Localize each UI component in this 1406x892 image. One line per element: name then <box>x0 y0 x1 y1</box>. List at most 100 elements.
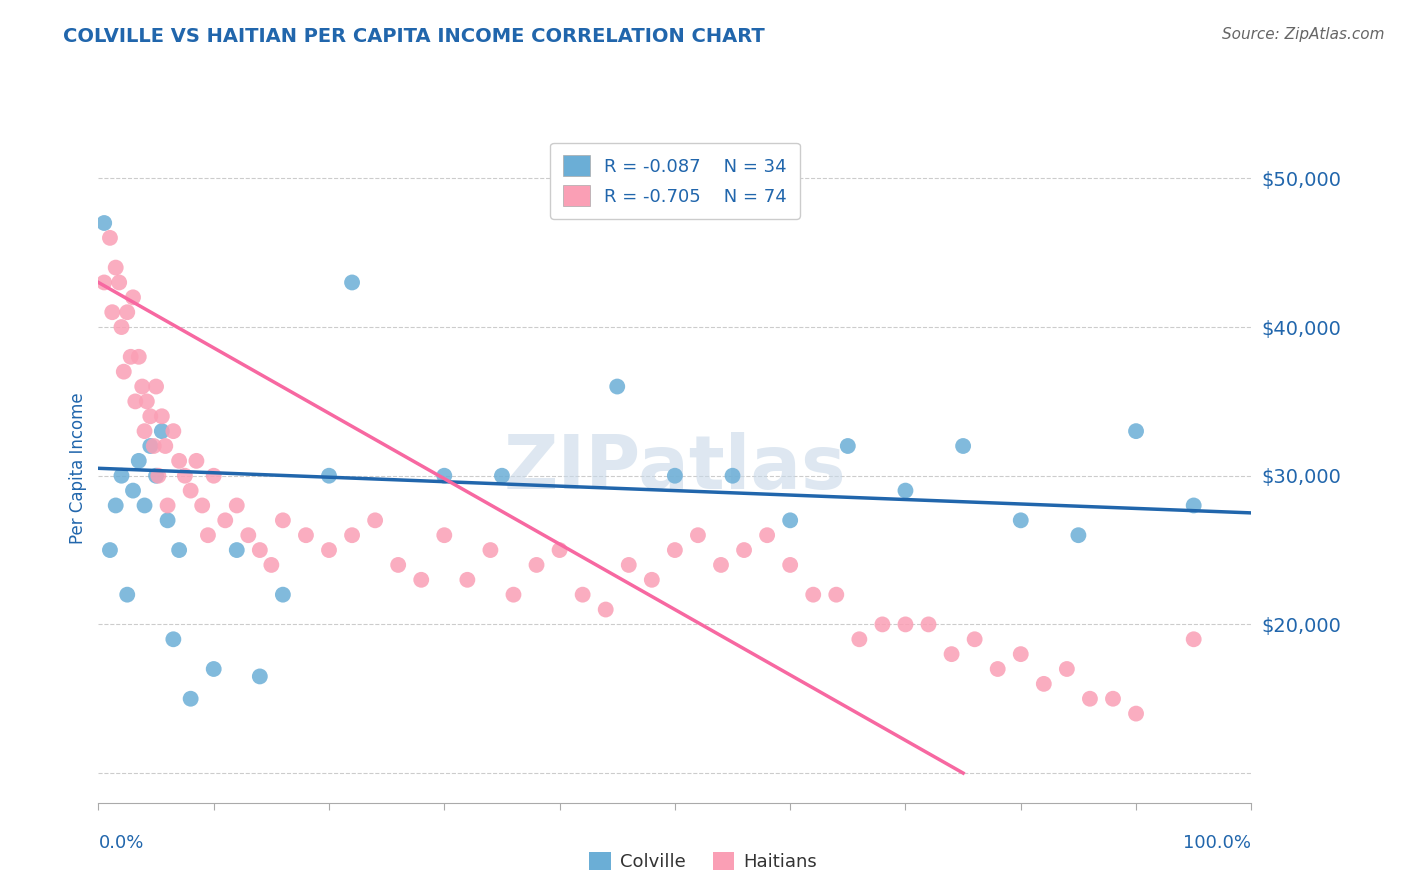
Point <box>364 513 387 527</box>
Text: COLVILLE VS HAITIAN PER CAPITA INCOME CORRELATION CHART: COLVILLE VS HAITIAN PER CAPITA INCOME CO… <box>63 27 765 45</box>
Point <box>145 468 167 483</box>
Point <box>987 662 1010 676</box>
Point <box>1182 632 1205 647</box>
Legend: Colville, Haitians: Colville, Haitians <box>582 845 824 879</box>
Point <box>122 290 145 304</box>
Point <box>963 632 986 647</box>
Point <box>93 216 115 230</box>
Point <box>120 350 142 364</box>
Point <box>502 588 524 602</box>
Point <box>122 483 145 498</box>
Point <box>1067 528 1090 542</box>
Point <box>756 528 779 542</box>
Point <box>148 468 170 483</box>
Point <box>145 379 167 393</box>
Point <box>238 528 260 542</box>
Point <box>150 424 173 438</box>
Point <box>98 231 121 245</box>
Point <box>433 468 456 483</box>
Point <box>433 528 456 542</box>
Point <box>387 558 409 572</box>
Point <box>197 528 219 542</box>
Point <box>162 632 184 647</box>
Point <box>1102 691 1125 706</box>
Point <box>128 454 150 468</box>
Point <box>664 543 686 558</box>
Point <box>117 588 139 602</box>
Point <box>139 439 162 453</box>
Point <box>295 528 318 542</box>
Point <box>249 669 271 683</box>
Point <box>548 543 571 558</box>
Point <box>848 632 870 647</box>
Point <box>825 588 848 602</box>
Point <box>710 558 733 572</box>
Point <box>456 573 478 587</box>
Point <box>142 439 165 453</box>
Point <box>837 439 859 453</box>
Point <box>941 647 963 661</box>
Point <box>131 379 153 393</box>
Point <box>104 499 127 513</box>
Point <box>606 379 628 393</box>
Point <box>117 305 139 319</box>
Point <box>318 543 340 558</box>
Point <box>110 468 132 483</box>
Point <box>1125 706 1147 721</box>
Point <box>135 394 157 409</box>
Point <box>180 691 202 706</box>
Text: ZIPatlas: ZIPatlas <box>503 432 846 505</box>
Legend: R = -0.087    N = 34, R = -0.705    N = 74: R = -0.087 N = 34, R = -0.705 N = 74 <box>550 143 800 219</box>
Point <box>271 588 294 602</box>
Point <box>1182 499 1205 513</box>
Text: Source: ZipAtlas.com: Source: ZipAtlas.com <box>1222 27 1385 42</box>
Point <box>260 558 283 572</box>
Point <box>112 365 135 379</box>
Point <box>571 588 593 602</box>
Point <box>801 588 824 602</box>
Y-axis label: Per Capita Income: Per Capita Income <box>69 392 87 544</box>
Point <box>134 424 156 438</box>
Point <box>491 468 513 483</box>
Point <box>174 468 197 483</box>
Point <box>1032 677 1054 691</box>
Point <box>139 409 162 424</box>
Point <box>134 499 156 513</box>
Point <box>1125 424 1147 438</box>
Point <box>952 439 974 453</box>
Text: 0.0%: 0.0% <box>98 834 143 852</box>
Point <box>156 513 179 527</box>
Point <box>225 543 247 558</box>
Point <box>721 468 744 483</box>
Point <box>156 499 179 513</box>
Point <box>526 558 548 572</box>
Point <box>186 454 208 468</box>
Text: 100.0%: 100.0% <box>1184 834 1251 852</box>
Point <box>180 483 202 498</box>
Point <box>1010 647 1032 661</box>
Point <box>664 468 686 483</box>
Point <box>917 617 939 632</box>
Point <box>1078 691 1101 706</box>
Point <box>225 499 247 513</box>
Point <box>162 424 184 438</box>
Point <box>155 439 177 453</box>
Point <box>411 573 433 587</box>
Point <box>128 350 150 364</box>
Point <box>167 454 190 468</box>
Point <box>110 320 132 334</box>
Point <box>779 558 801 572</box>
Point <box>249 543 271 558</box>
Point <box>779 513 801 527</box>
Point <box>214 513 236 527</box>
Point <box>595 602 617 616</box>
Point <box>894 617 917 632</box>
Point <box>641 573 664 587</box>
Point <box>1056 662 1078 676</box>
Point <box>108 276 131 290</box>
Point <box>733 543 755 558</box>
Point <box>202 468 225 483</box>
Point <box>150 409 173 424</box>
Point <box>202 662 225 676</box>
Point <box>340 528 363 542</box>
